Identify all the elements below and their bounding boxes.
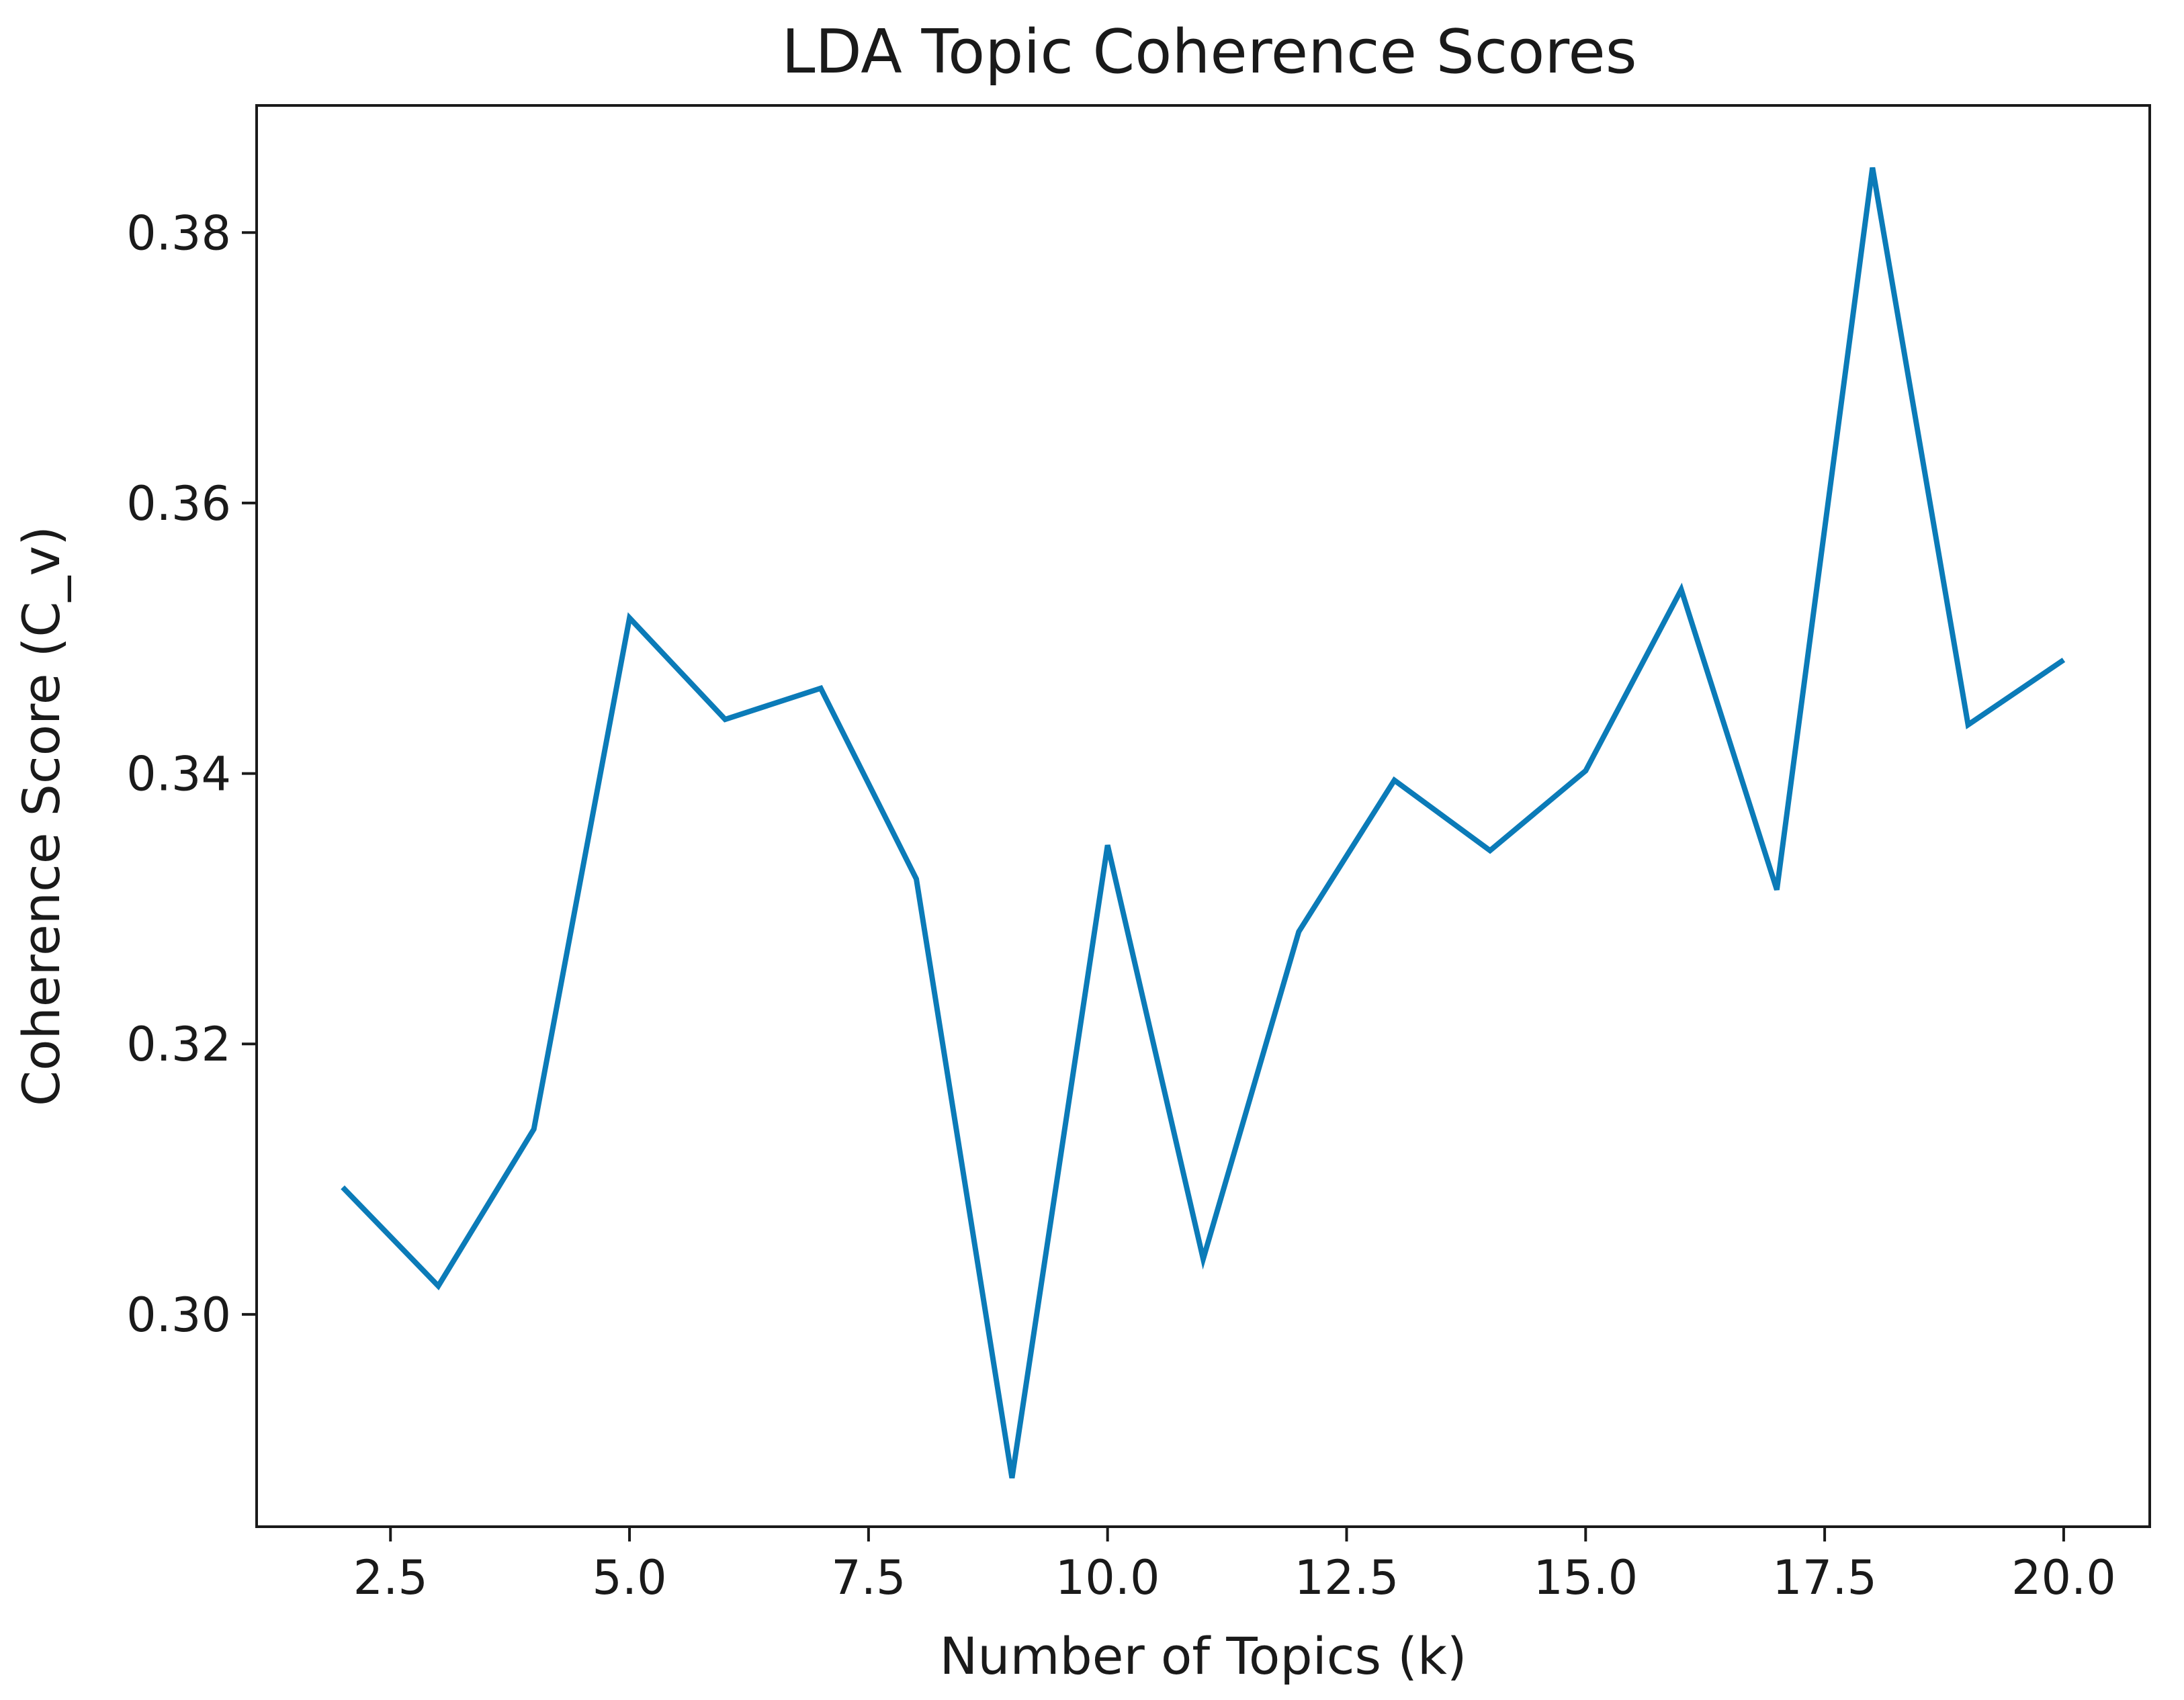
x-tick-label: 2.5 bbox=[353, 1550, 428, 1605]
x-tick-label: 7.5 bbox=[831, 1550, 906, 1605]
x-tick-label: 15.0 bbox=[1533, 1550, 1638, 1605]
y-tick-label: 0.36 bbox=[126, 476, 231, 531]
x-axis-label: Number of Topics (k) bbox=[939, 1626, 1467, 1686]
x-tick-label: 17.5 bbox=[1772, 1550, 1877, 1605]
y-tick-label: 0.34 bbox=[126, 747, 231, 802]
x-tick-label: 10.0 bbox=[1055, 1550, 1160, 1605]
y-axis-label: Coherence Score (C_v) bbox=[11, 526, 71, 1106]
y-tick-label: 0.38 bbox=[126, 206, 231, 261]
x-tick-label: 5.0 bbox=[592, 1550, 666, 1605]
chart-title: LDA Topic Coherence Scores bbox=[781, 17, 1636, 87]
y-tick-label: 0.30 bbox=[126, 1288, 231, 1343]
x-tick-label: 12.5 bbox=[1295, 1550, 1399, 1605]
y-tick-label: 0.32 bbox=[126, 1017, 231, 1072]
x-tick-label: 20.0 bbox=[2011, 1550, 2116, 1605]
